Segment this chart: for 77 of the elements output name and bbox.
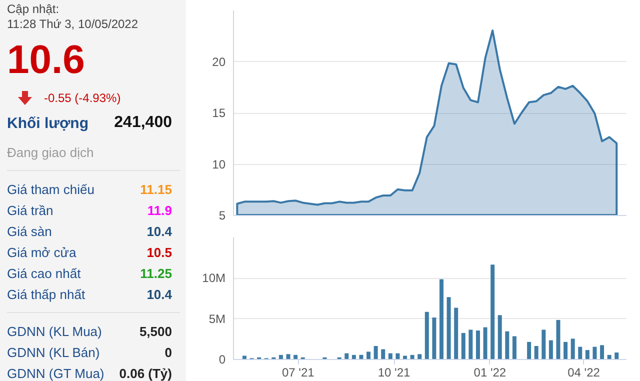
bar (476, 330, 480, 359)
text: Cập nhật: (7, 2, 60, 16)
bar (483, 327, 488, 359)
bar (432, 318, 436, 359)
y-tick-label: 15 (212, 106, 226, 120)
text: 11.15 (140, 182, 172, 197)
bar (548, 340, 553, 359)
category-label: Khối lượng (7, 115, 89, 132)
text: Đang giao dịch (7, 145, 94, 160)
bar (527, 342, 532, 359)
text: 11.9 (147, 203, 172, 218)
bar (381, 349, 386, 359)
category-label: GDNN (KL Mua) (7, 324, 102, 339)
text: 10.4 (146, 287, 172, 302)
bar (439, 279, 444, 359)
text: 11:28 Thứ 3, 10/05/2022 (7, 17, 138, 31)
bar (418, 354, 422, 359)
bar (542, 330, 546, 359)
text: 5,500 (139, 324, 172, 339)
bar (490, 264, 495, 359)
y-tick-label: 10 (212, 157, 226, 172)
text: 10.6 (7, 38, 85, 83)
bar (294, 354, 298, 359)
bar (505, 331, 510, 359)
bar (607, 354, 612, 359)
bar (286, 354, 290, 359)
bar (403, 356, 408, 359)
bar (410, 354, 414, 359)
x-tick-label: 07 '21 (282, 366, 315, 380)
text: 0.06 (Tỷ) (119, 366, 172, 381)
bar (534, 346, 538, 359)
bar (359, 354, 364, 359)
x-tick-label: 01 '22 (474, 366, 506, 380)
y-tick-label: 10M (202, 271, 226, 286)
category-label: GDNN (KL Bán) (7, 345, 100, 360)
bar (374, 346, 378, 359)
bar (454, 308, 458, 359)
bar (396, 353, 400, 359)
y-tick-label: 20 (212, 54, 226, 69)
x-tick-label: 04 '22 (568, 366, 600, 380)
bar (278, 354, 283, 359)
bar (585, 350, 590, 359)
category-label: Giá tham chiếu (7, 182, 94, 197)
category-label: Giá trần (7, 203, 54, 218)
y-tick-label: 5M (208, 312, 226, 326)
text: 241,400 (114, 114, 172, 131)
bar (498, 315, 502, 359)
bar (570, 338, 575, 359)
bar (424, 312, 429, 359)
text: 10.4 (146, 224, 172, 239)
category-label: Giá mở cửa (7, 245, 76, 260)
category-label: Giá thấp nhất (7, 287, 86, 302)
text: -0.55 (-4.93%) (44, 91, 121, 105)
category-label: Giá cao nhất (7, 266, 81, 281)
category-label: Giá sàn (7, 224, 52, 239)
bar (556, 320, 560, 359)
x-tick-label: 10 '21 (378, 366, 411, 380)
y-tick-label: 0 (218, 352, 226, 366)
category-label: GDNN (GT Mua) (7, 366, 104, 381)
bar (512, 336, 516, 359)
bar (388, 353, 392, 359)
bar (578, 346, 582, 359)
bar (600, 345, 604, 359)
bar (242, 356, 246, 359)
y-tick-label: 5 (218, 208, 226, 222)
bar (592, 346, 597, 359)
text: 11.25 (140, 266, 172, 281)
text: 0 (164, 345, 172, 360)
bar (352, 354, 356, 359)
bar (344, 353, 349, 359)
bar (461, 332, 466, 359)
bar (446, 297, 451, 359)
bar (468, 330, 473, 359)
text: 10.5 (146, 245, 172, 260)
bar (366, 352, 371, 359)
bar (564, 342, 568, 359)
bar (614, 352, 619, 359)
